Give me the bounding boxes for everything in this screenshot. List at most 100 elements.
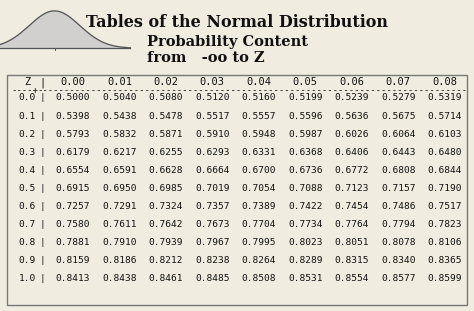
Text: 0.7764: 0.7764 <box>335 220 369 229</box>
Text: 0.7357: 0.7357 <box>195 202 229 211</box>
Text: |: | <box>40 94 46 102</box>
Text: 0.7291: 0.7291 <box>102 202 137 211</box>
Text: 0.1: 0.1 <box>19 112 36 120</box>
Text: 0.8186: 0.8186 <box>102 256 137 265</box>
Text: 0.7673: 0.7673 <box>195 220 229 229</box>
Text: 0.7967: 0.7967 <box>195 238 229 247</box>
Text: 0.8461: 0.8461 <box>149 274 183 283</box>
Polygon shape <box>0 11 130 48</box>
Text: 0.8365: 0.8365 <box>428 256 462 265</box>
Text: 0.8: 0.8 <box>19 238 36 247</box>
Text: 0.8159: 0.8159 <box>56 256 90 265</box>
Text: 0.7157: 0.7157 <box>381 184 415 193</box>
Text: 0.5398: 0.5398 <box>56 112 90 120</box>
Text: 0.6664: 0.6664 <box>195 166 229 174</box>
Text: 0.7: 0.7 <box>19 220 36 229</box>
Text: Z: Z <box>24 77 31 87</box>
Text: 0.5557: 0.5557 <box>242 112 276 120</box>
Text: 0.6700: 0.6700 <box>242 166 276 174</box>
Text: 0.08: 0.08 <box>432 77 457 87</box>
Text: 0.6591: 0.6591 <box>102 166 137 174</box>
Text: 0.5: 0.5 <box>19 184 36 193</box>
Text: 0.7704: 0.7704 <box>242 220 276 229</box>
Text: Probability Content: Probability Content <box>147 35 308 49</box>
Text: 0.6915: 0.6915 <box>56 184 90 193</box>
Text: |: | <box>40 130 46 138</box>
Text: 0.6554: 0.6554 <box>56 166 90 174</box>
Text: |: | <box>40 184 46 193</box>
Text: 0.6406: 0.6406 <box>335 148 369 156</box>
FancyBboxPatch shape <box>7 75 467 305</box>
Text: from   -oo to Z: from -oo to Z <box>147 50 264 65</box>
Text: 0.6331: 0.6331 <box>242 148 276 156</box>
Text: 0.5832: 0.5832 <box>102 130 137 138</box>
Text: |: | <box>39 77 46 88</box>
Text: 0.5279: 0.5279 <box>381 94 415 102</box>
Text: 0.5517: 0.5517 <box>195 112 229 120</box>
Text: 0.04: 0.04 <box>246 77 271 87</box>
Text: |: | <box>40 274 46 283</box>
Text: 0.5000: 0.5000 <box>56 94 90 102</box>
Text: Tables of the Normal Distribution: Tables of the Normal Distribution <box>86 14 388 31</box>
Text: 0.7580: 0.7580 <box>56 220 90 229</box>
Text: 0.02: 0.02 <box>154 77 178 87</box>
Text: 0.7794: 0.7794 <box>381 220 415 229</box>
Text: 0.3: 0.3 <box>19 148 36 156</box>
Text: 0.7642: 0.7642 <box>149 220 183 229</box>
Text: 0.7257: 0.7257 <box>56 202 90 211</box>
Text: 0.6628: 0.6628 <box>149 166 183 174</box>
Text: 0.6255: 0.6255 <box>149 148 183 156</box>
Text: 0.9: 0.9 <box>19 256 36 265</box>
Text: 0.5871: 0.5871 <box>149 130 183 138</box>
Text: 0.5040: 0.5040 <box>102 94 137 102</box>
Text: 0.5675: 0.5675 <box>381 112 415 120</box>
Text: 0.8078: 0.8078 <box>381 238 415 247</box>
Text: 0.7324: 0.7324 <box>149 202 183 211</box>
Text: 0.8554: 0.8554 <box>335 274 369 283</box>
Text: 0.7422: 0.7422 <box>288 202 322 211</box>
Text: 0.01: 0.01 <box>107 77 132 87</box>
Text: 0.7123: 0.7123 <box>335 184 369 193</box>
Text: 0.5714: 0.5714 <box>428 112 462 120</box>
Text: 0.8051: 0.8051 <box>335 238 369 247</box>
Text: 0.7486: 0.7486 <box>381 202 415 211</box>
Text: 0.7611: 0.7611 <box>102 220 137 229</box>
Text: 0.5596: 0.5596 <box>288 112 322 120</box>
Text: 0.8238: 0.8238 <box>195 256 229 265</box>
Text: 0.5478: 0.5478 <box>149 112 183 120</box>
Text: 0.7389: 0.7389 <box>242 202 276 211</box>
Text: 0.5199: 0.5199 <box>288 94 322 102</box>
Text: 0.7517: 0.7517 <box>428 202 462 211</box>
Text: 0.8508: 0.8508 <box>242 274 276 283</box>
Text: 0.8264: 0.8264 <box>242 256 276 265</box>
Text: 0.07: 0.07 <box>386 77 410 87</box>
Text: 0.7019: 0.7019 <box>195 184 229 193</box>
Text: 0.6026: 0.6026 <box>335 130 369 138</box>
Text: 0.6179: 0.6179 <box>56 148 90 156</box>
Text: 0.6064: 0.6064 <box>381 130 415 138</box>
Text: 0.5636: 0.5636 <box>335 112 369 120</box>
Text: 0.6844: 0.6844 <box>428 166 462 174</box>
Text: 0.8023: 0.8023 <box>288 238 322 247</box>
Text: 0.7734: 0.7734 <box>288 220 322 229</box>
Text: 0.0: 0.0 <box>19 94 36 102</box>
Text: 0.5160: 0.5160 <box>242 94 276 102</box>
Text: 0.7995: 0.7995 <box>242 238 276 247</box>
Text: 0.5120: 0.5120 <box>195 94 229 102</box>
Text: 0.7881: 0.7881 <box>56 238 90 247</box>
Text: 0.7190: 0.7190 <box>428 184 462 193</box>
Text: |: | <box>40 238 46 247</box>
Text: 0.8485: 0.8485 <box>195 274 229 283</box>
Text: 0.00: 0.00 <box>61 77 85 87</box>
Text: 0.7939: 0.7939 <box>149 238 183 247</box>
Text: 0.6103: 0.6103 <box>428 130 462 138</box>
Text: 0.6368: 0.6368 <box>288 148 322 156</box>
Text: 0.8289: 0.8289 <box>288 256 322 265</box>
Text: 0.4: 0.4 <box>19 166 36 174</box>
Text: 0.8438: 0.8438 <box>102 274 137 283</box>
Text: 0.7823: 0.7823 <box>428 220 462 229</box>
Text: 0.6808: 0.6808 <box>381 166 415 174</box>
Text: 0.5948: 0.5948 <box>242 130 276 138</box>
Text: 0.5793: 0.5793 <box>56 130 90 138</box>
Text: 0.7910: 0.7910 <box>102 238 137 247</box>
